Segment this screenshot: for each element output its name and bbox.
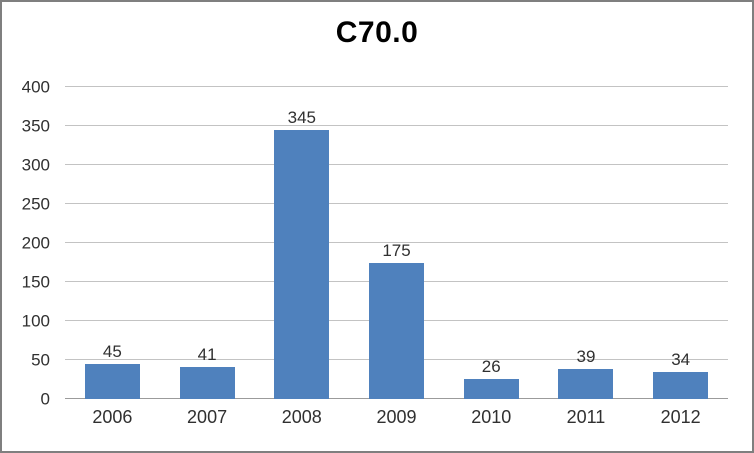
x-tick-label-2006: 2006 bbox=[92, 407, 133, 427]
data-label-2006: 45 bbox=[102, 341, 122, 361]
bar-2008 bbox=[274, 129, 330, 399]
x-tick-label-2010: 2010 bbox=[471, 407, 512, 427]
gridline-350 bbox=[65, 125, 728, 126]
y-tick-label-300: 300 bbox=[21, 155, 50, 175]
bar-column-2006: 45 bbox=[65, 87, 160, 399]
y-tick-label-150: 150 bbox=[21, 272, 50, 292]
x-tick-label-2007: 2007 bbox=[187, 407, 228, 427]
gridline-400 bbox=[65, 86, 728, 87]
bar-2011 bbox=[558, 368, 614, 399]
y-tick-label-350: 350 bbox=[21, 116, 50, 136]
data-label-2011: 39 bbox=[576, 346, 596, 366]
bar-column-2007: 41 bbox=[160, 87, 255, 399]
bar-column-2011: 39 bbox=[539, 87, 634, 399]
x-tick-label-2011: 2011 bbox=[566, 407, 606, 427]
data-label-2012: 34 bbox=[671, 350, 691, 370]
gridline-300 bbox=[65, 164, 728, 165]
bar-column-2010: 26 bbox=[444, 87, 539, 399]
data-label-2008: 345 bbox=[287, 107, 316, 127]
bar-column-2009: 175 bbox=[349, 87, 444, 399]
plot-area: 45 41 345 175 26 39 34 bbox=[65, 86, 728, 399]
y-tick-label-250: 250 bbox=[21, 194, 50, 214]
gridline-250 bbox=[65, 203, 728, 204]
chart-title: C70.0 bbox=[335, 16, 419, 49]
x-tick-label-2008: 2008 bbox=[281, 407, 322, 427]
bar-column-2012: 34 bbox=[633, 87, 728, 399]
data-label-2009: 175 bbox=[382, 240, 411, 260]
data-label-2007: 41 bbox=[197, 345, 217, 365]
y-tick-label-400: 400 bbox=[21, 77, 50, 97]
bar-2010 bbox=[463, 378, 519, 399]
x-tick-label-2012: 2012 bbox=[660, 407, 701, 427]
bar-2012 bbox=[653, 372, 709, 399]
x-tick-label-2009: 2009 bbox=[376, 407, 417, 427]
y-tick-label-100: 100 bbox=[21, 311, 50, 331]
data-label-2010: 26 bbox=[481, 356, 501, 376]
plot-columns: 45 41 345 175 26 39 34 bbox=[65, 87, 728, 399]
bar-2006 bbox=[84, 363, 140, 399]
x-axis-labels: 2006 2007 2008 2009 2010 2011 2012 bbox=[65, 407, 728, 428]
gridline-200 bbox=[65, 242, 728, 243]
y-tick-label-200: 200 bbox=[21, 233, 50, 253]
bar-2009 bbox=[369, 262, 425, 399]
bar-2007 bbox=[179, 367, 235, 399]
y-axis-labels: 0 50 100 150 200 250 300 350 400 bbox=[0, 79, 50, 408]
y-tick-label-0: 0 bbox=[40, 389, 50, 409]
bar-column-2008: 345 bbox=[254, 87, 349, 399]
y-tick-label-50: 50 bbox=[31, 350, 50, 370]
